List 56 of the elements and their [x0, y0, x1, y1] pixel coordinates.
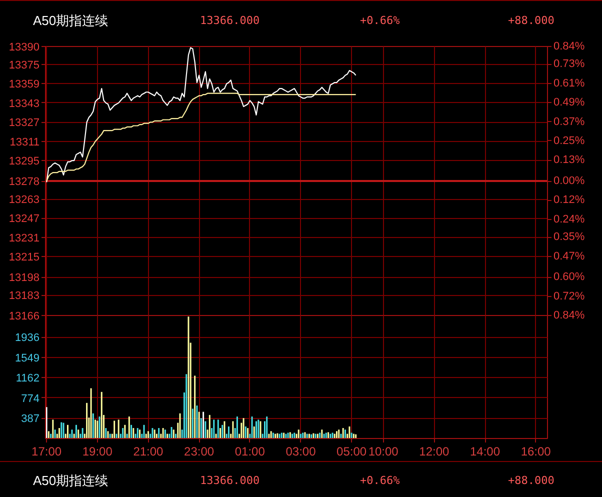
- y2-tick-label: 0.35%: [554, 231, 585, 244]
- y-tick-label: 1549: [15, 352, 40, 364]
- y-tick-label: 13166: [8, 310, 40, 322]
- chart-title: A50期指连续: [33, 12, 108, 30]
- x-tick-label: 10:00: [368, 444, 399, 458]
- y2-tick-label: 0.72%: [554, 290, 585, 302]
- y2-tick-label: 0.13%: [554, 154, 585, 166]
- y-tick-label: 1936: [15, 332, 40, 344]
- y-tick-label: 13311: [10, 136, 40, 148]
- y-tick-label: 13390: [8, 42, 40, 54]
- text: +88.000: [508, 13, 554, 29]
- y-tick-label: 13183: [8, 290, 40, 302]
- y2-tick-label: 0.25%: [554, 134, 585, 147]
- y-tick-label: 774: [21, 392, 40, 405]
- y2-tick-label: 0.00%: [554, 175, 585, 187]
- x-tick-label: 01:00: [234, 444, 266, 458]
- x-tick-label: 14:00: [470, 444, 500, 458]
- y2-tick-label: 0.24%: [554, 213, 585, 226]
- y-tick-label: 13198: [8, 272, 40, 284]
- x-tick-label: 21:00: [133, 444, 164, 458]
- text: 13366.000: [200, 473, 260, 489]
- y-tick-label: 13295: [8, 156, 40, 168]
- y2-tick-label: 0.60%: [554, 271, 585, 284]
- x-tick-label: 17:00: [32, 444, 62, 458]
- y-tick-label: 13359: [8, 78, 40, 91]
- y-tick-label: 1162: [16, 372, 40, 385]
- y-tick-label: 13327: [8, 117, 40, 130]
- y-tick-label: 13278: [8, 176, 40, 188]
- text: +0.66%: [360, 13, 400, 29]
- x-tick-label: 03:00: [286, 444, 316, 458]
- y-tick-label: 13247: [8, 213, 40, 226]
- y-tick-label: 387: [21, 413, 40, 426]
- y-tick-label: 13343: [8, 98, 40, 110]
- y2-tick-label: 0.84%: [554, 40, 585, 52]
- text: 13366.000: [200, 13, 260, 29]
- y-tick-label: 13263: [8, 194, 40, 206]
- x-tick-label: 12:00: [419, 444, 450, 458]
- y2-tick-label: 0.73%: [554, 58, 585, 70]
- line-series: [46, 92, 356, 182]
- text: +88.000: [508, 473, 554, 489]
- text: +0.66%: [360, 473, 400, 489]
- y2-tick-label: 0.47%: [554, 250, 585, 262]
- y-tick-label: 13375: [8, 60, 40, 72]
- y2-tick-label: 0.84%: [554, 310, 585, 322]
- y-tick-label: 13215: [8, 252, 40, 264]
- x-tick-label: 16:00: [520, 444, 552, 458]
- y-tick-label: 13231: [8, 232, 40, 244]
- text: A50期指连续: [33, 472, 108, 490]
- y2-tick-label: 0.61%: [554, 77, 585, 90]
- x-tick-label: 05:00: [336, 444, 367, 458]
- line-series: [46, 47, 356, 183]
- y2-tick-label: 0.37%: [554, 116, 585, 128]
- y2-tick-label: 0.12%: [554, 194, 585, 206]
- y2-tick-label: 0.49%: [554, 96, 585, 109]
- x-tick-label: 23:00: [184, 444, 214, 458]
- x-tick-label: 19:00: [82, 444, 113, 458]
